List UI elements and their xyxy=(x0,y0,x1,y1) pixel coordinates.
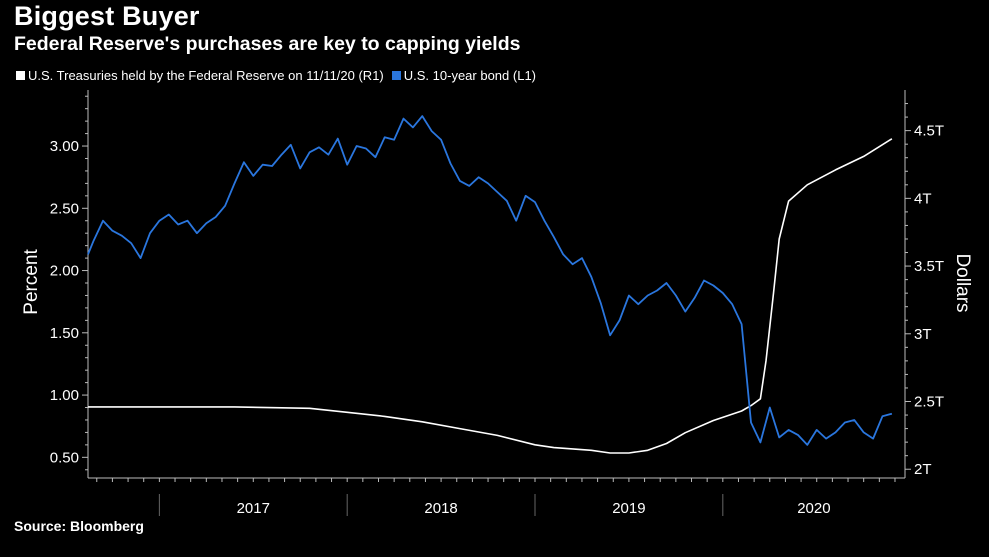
x-axis-tick-label: 2020 xyxy=(797,500,830,517)
series-line-10-year-bond xyxy=(87,115,893,446)
series-line-treasuries xyxy=(88,138,893,454)
series-group xyxy=(87,115,893,454)
left-axis-label: Percent xyxy=(21,249,42,315)
right-axis-tick-label: 4.5T xyxy=(914,123,944,140)
x-axis-tick-label: 2019 xyxy=(612,500,645,517)
x-axis-tick-label: 2018 xyxy=(424,500,457,517)
legend-item-10-year-bond: U.S. 10-year bond (L1) xyxy=(391,68,536,83)
left-axis-tick-label: 1.50 xyxy=(50,325,79,342)
left-axis-tick-label: 3.00 xyxy=(50,138,79,155)
right-axis-tick-label: 3.5T xyxy=(914,258,944,275)
chart-subtitle: Federal Reserve's purchases are key to c… xyxy=(14,33,521,55)
source-note: Source: Bloomberg xyxy=(14,518,144,534)
right-axis: 2T 2.5T 3T 3.5T 4T 4.5T xyxy=(904,90,944,478)
left-axis-tick-label: 1.00 xyxy=(50,387,79,404)
x-axis-tick-label: 2017 xyxy=(237,500,270,517)
left-axis-tick-label: 2.50 xyxy=(50,200,79,217)
legend-label-10-year-bond: U.S. 10-year bond (L1) xyxy=(403,68,536,83)
x-axis: 2017 2018 2019 2020 xyxy=(88,477,905,517)
legend-label-treasuries: U.S. Treasuries held by the Federal Rese… xyxy=(28,68,384,83)
left-axis: 0.50 1.00 1.50 2.00 2.50 3.00 xyxy=(50,90,89,478)
right-axis-tick-label: 2T xyxy=(914,461,932,478)
left-axis-tick-label: 0.50 xyxy=(50,449,79,466)
legend-item-treasuries: U.S. Treasuries held by the Federal Rese… xyxy=(16,68,384,83)
legend-swatch-10-year-bond xyxy=(391,71,401,80)
legend-swatch-treasuries xyxy=(16,71,25,80)
chart-title: Biggest Buyer xyxy=(14,1,200,31)
right-axis-tick-label: 4T xyxy=(914,190,932,207)
right-axis-tick-label: 3T xyxy=(914,326,932,343)
chart-legend: U.S. Treasuries held by the Federal Rese… xyxy=(16,68,544,83)
right-axis-label: Dollars xyxy=(952,253,973,312)
right-axis-tick-label: 2.5T xyxy=(914,394,944,411)
left-axis-tick-label: 2.00 xyxy=(50,263,79,280)
